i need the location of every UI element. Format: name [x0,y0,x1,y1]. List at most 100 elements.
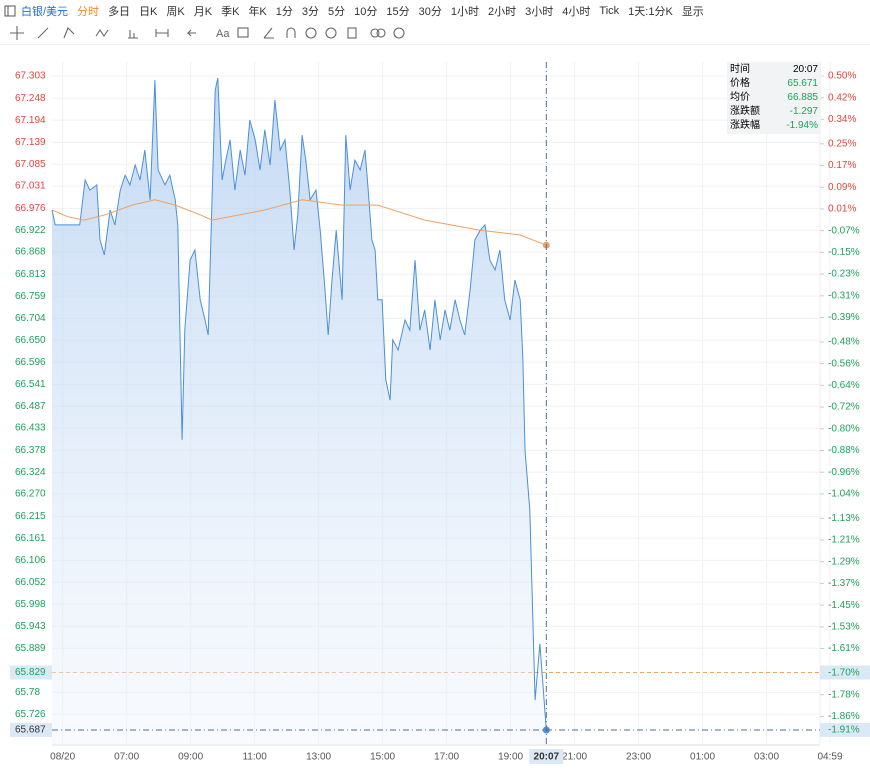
reference-label: 65.829 [15,667,46,678]
move-tool[interactable] [10,26,24,40]
y-tick-label: 66.161 [15,533,46,544]
reference-pct-bg [820,665,870,680]
y-tick-label: 66.270 [15,489,46,500]
y-tick-label: 66.976 [15,203,46,214]
x-tick-label: 19:00 [498,752,523,763]
y2-tick-label: -0.31% [828,290,860,301]
price-line [51,199,547,246]
period-tab[interactable]: 3分 [301,6,320,18]
info-value: 20:07 [792,64,818,75]
y-tick-label: 66.868 [15,247,46,258]
hide-tool[interactable] [325,27,337,39]
crosshair-x-label: 20:07 [534,752,560,763]
settings-tool[interactable] [393,27,405,39]
info-row: 时间 20:07 [727,63,821,77]
y-tick-label: 67.303 [15,71,46,82]
period-tab[interactable]: 15分 [386,6,410,18]
info-label: 涨跌额 [730,106,760,117]
y-tick-label: 66.215 [15,511,46,522]
y2-tick-label: -0.48% [828,337,860,348]
y2-tick-label: 0.25% [828,138,856,149]
last-point [542,726,550,734]
channel-tool[interactable] [63,27,75,39]
period-tab[interactable]: 4小时 [562,6,591,18]
period-tab[interactable]: 10分 [354,6,378,18]
y-tick-label: 67.194 [15,115,46,126]
y-tick-label: 67.085 [15,159,46,170]
period-tab[interactable]: 日K [139,6,158,18]
info-label: 时间 [730,64,750,75]
y-tick-label: 66.650 [15,335,46,346]
y2-tick-label: -0.72% [828,402,860,413]
x-tick-label: 11:00 [242,752,267,763]
period-tab[interactable]: 3小时 [525,6,554,18]
fib-tool[interactable] [128,30,138,39]
x-tick-label: 04:59 [817,752,842,763]
area-fill [52,78,547,745]
y2-tick-label: 0.09% [828,182,856,193]
info-row: 均价 66.885 [727,91,821,105]
x-tick-label: 01:00 [690,752,715,763]
period-tab[interactable]: 30分 [418,6,442,18]
info-value: 65.671 [787,78,818,89]
period-tab[interactable]: 年K [248,6,267,18]
y-tick-label: 65.998 [15,599,46,610]
y2-tick-label: 0.42% [828,92,856,103]
period-tab[interactable]: 1分 [275,6,293,18]
period-tab[interactable]: 多日 [108,6,131,18]
sidebar-icon[interactable] [4,5,16,17]
crosshair-x-bg [529,749,564,764]
eye-tool[interactable] [305,27,317,39]
last-point [542,241,550,249]
period-tab[interactable]: 周K [166,6,185,18]
period-tab[interactable]: 季K [221,6,240,18]
y-tick-label: 66.813 [15,269,46,280]
reference-label-bg [10,665,52,680]
info-value: -1.297 [789,106,818,117]
x-tick-label: 07:00 [114,752,139,763]
symbol[interactable]: 白银/美元 [21,6,69,18]
y2-tick-label: -1.04% [828,489,860,500]
period-tab[interactable]: Tick [599,5,620,17]
drawing-tools: Aa [10,26,405,40]
y-tick-label: 66.759 [15,291,46,302]
y2-tick-label: 0.01% [828,204,856,215]
y2-tick-label: -1.29% [828,556,860,567]
link-tool[interactable] [370,28,380,38]
y-tick-label: 66.433 [15,423,46,434]
y2-tick-label: -1.45% [828,600,860,611]
text-tool[interactable]: Aa [216,28,230,40]
crosshair-pct-bg [820,723,870,737]
period-tab[interactable]: 1天:1分K [628,6,673,18]
y-tick-label: 66.487 [15,401,46,412]
y2-tick-label: -1.13% [828,513,860,524]
period-tab[interactable]: 1小时 [450,6,480,18]
reference-pct-label: -1.70% [828,668,860,679]
period-tab[interactable]: 2小时 [488,6,517,18]
wave-tool[interactable] [95,29,109,37]
arrow-tool[interactable] [186,29,196,37]
y2-tick-label: -1.21% [828,535,860,546]
angle-tool[interactable] [263,27,274,39]
y2-tick-label: -0.88% [828,445,860,456]
period-tab[interactable]: 显示 [681,6,704,18]
y2-tick-label: -0.80% [828,423,860,434]
period-tab[interactable]: 5分 [328,6,346,18]
info-row: 涨跌额 -1.297 [727,105,821,119]
y2-tick-label: -0.64% [828,380,860,391]
line-tool[interactable] [37,27,49,39]
y-tick-label: 66.541 [15,379,46,390]
range-tool[interactable] [155,29,169,37]
y-tick-label: 66.596 [15,357,46,368]
x-tick-label: 21:00 [562,752,587,763]
y2-tick-label: 0.50% [828,71,856,82]
period-tab[interactable]: 月K [193,6,213,18]
y-tick-label: 65.889 [15,643,46,654]
period-tab[interactable]: 分时 [77,6,100,18]
delete-tool[interactable] [347,27,357,39]
magnet-tool[interactable] [286,27,296,38]
y2-tick-label: -1.61% [828,643,860,654]
y-tick-label: 66.106 [15,555,46,566]
note-tool[interactable] [237,27,249,38]
y-tick-label: 67.031 [15,181,46,192]
